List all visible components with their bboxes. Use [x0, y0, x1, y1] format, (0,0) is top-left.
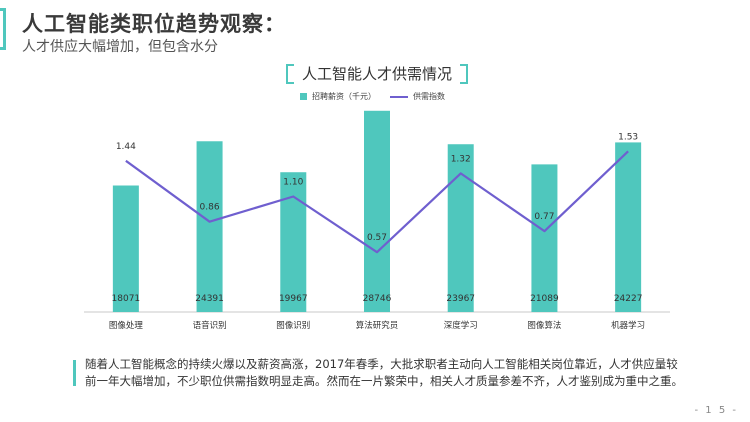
- line-value-label: 0.77: [534, 212, 554, 222]
- bar-value-label: 19967: [279, 294, 308, 304]
- chart-title-box: 人工智能人才供需情况: [282, 62, 472, 86]
- bar: [112, 185, 139, 312]
- line-value-label: 0.57: [367, 233, 387, 243]
- legend-line-swatch: [390, 95, 408, 98]
- bar-value-label: 24227: [614, 294, 643, 304]
- bar: [615, 142, 642, 312]
- x-tick-label: 图像处理: [109, 320, 144, 331]
- line-value-label: 1.10: [283, 178, 303, 188]
- line-value-label: 1.32: [451, 154, 471, 164]
- chart-legend: 招聘薪资（千元） 供需指数: [300, 91, 445, 102]
- chart-title: 人工智能人才供需情况: [301, 65, 452, 83]
- legend-item-bar: 招聘薪资（千元）: [300, 91, 376, 102]
- x-tick-label: 语音识别: [193, 320, 227, 331]
- bar: [196, 141, 223, 312]
- footer-note: 随着人工智能概念的持续火爆以及薪资高涨，2017年春季，大批求职者主动向人工智能…: [85, 357, 683, 388]
- x-tick-label: 深度学习: [444, 320, 478, 331]
- bar-value-label: 24391: [195, 294, 224, 304]
- bar-value-label: 28746: [363, 294, 392, 304]
- bar-value-label: 18071: [112, 294, 141, 304]
- bar: [280, 172, 307, 312]
- legend-label-bar: 招聘薪资（千元）: [312, 92, 376, 101]
- line-value-label: 1.53: [618, 132, 638, 142]
- left-bracket-icon: [286, 64, 294, 84]
- line-value-label: 1.44: [116, 142, 136, 152]
- page-subtitle: 人才供应大幅增加，但包含水分: [22, 39, 218, 55]
- bar: [531, 164, 558, 312]
- right-bracket-icon: [460, 64, 468, 84]
- page-title: 人工智能类职位趋势观察：: [22, 12, 286, 36]
- x-tick-label: 图像识别: [276, 320, 310, 331]
- legend-label-line: 供需指数: [413, 92, 445, 101]
- bar: [447, 144, 474, 312]
- series-line-supply-demand: [125, 150, 629, 254]
- legend-bar-swatch: [300, 93, 307, 100]
- x-tick-label: 算法研究员: [356, 320, 399, 331]
- line-value-label: 0.86: [200, 203, 220, 213]
- page-number: - 1 5 -: [694, 405, 738, 416]
- bar-value-label: 23967: [446, 294, 475, 304]
- bar-value-label: 21089: [530, 294, 559, 304]
- header-accent-bracket: [0, 8, 6, 50]
- bar: [364, 110, 390, 312]
- note-accent-bar: [73, 360, 76, 386]
- legend-item-line: 供需指数: [390, 91, 445, 102]
- x-tick-label: 机器学习: [611, 320, 645, 331]
- x-tick-label: 图像算法: [527, 320, 561, 331]
